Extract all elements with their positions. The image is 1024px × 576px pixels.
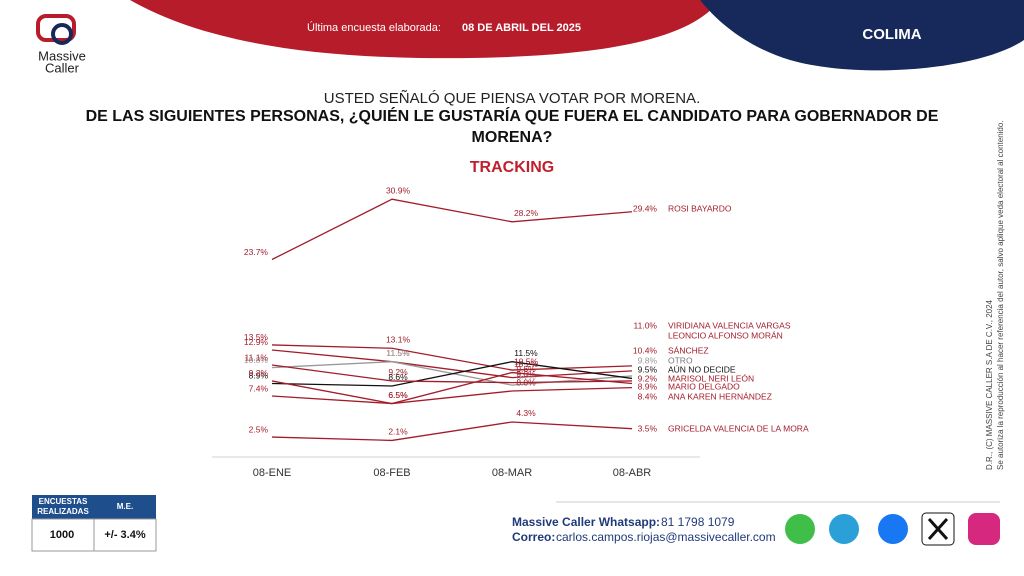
data-label: 9.2% <box>388 367 408 377</box>
data-label: 3.5% <box>638 423 658 433</box>
data-label: 4.3% <box>516 408 536 418</box>
data-label: 10.2% <box>514 359 539 369</box>
facebook-icon[interactable] <box>878 514 908 544</box>
logo-text: Caller <box>45 60 80 75</box>
x-glyph <box>927 517 949 541</box>
series-name: ANA KAREN HERNÁNDEZ <box>668 391 772 401</box>
side-note-line: D.R., (C) MASSIVE CALLER S.A DE C.V., 20… <box>985 299 994 470</box>
series-name: LEONCIO ALFONSO MORÁN <box>668 330 783 340</box>
chart-title: DE LAS SIGUIENTES PERSONAS, ¿QUIÉN LE GU… <box>85 108 939 146</box>
x-tick-label: 08-ENE <box>253 467 292 479</box>
tracking-label: TRACKING <box>470 159 554 176</box>
state: COLIMA <box>862 26 921 43</box>
logo-text: Massive <box>38 48 86 63</box>
contact-label: Correo: <box>512 530 555 544</box>
header-band-blue <box>700 0 1024 71</box>
data-label: 2.1% <box>388 427 408 437</box>
series-name: AÚN NO DECIDE <box>668 364 736 374</box>
side-note: D.R., (C) MASSIVE CALLER S.A DE C.V., 20… <box>985 120 1005 470</box>
data-label: 9.2% <box>638 373 658 383</box>
data-label: 12.9% <box>244 337 269 347</box>
data-label: 6.5% <box>388 390 408 400</box>
contact-value: carlos.campos.riojas@massivecaller.com <box>556 530 776 544</box>
data-label: 10.4% <box>633 345 658 355</box>
data-label: 11.1% <box>245 352 269 362</box>
series-line <box>271 361 633 387</box>
data-label: 11.5% <box>386 348 410 358</box>
side-note-line: Se autoriza la reproducción al hacer ref… <box>996 120 1005 470</box>
series-line <box>271 344 633 371</box>
data-label: 8.9% <box>638 381 658 391</box>
header-date: 08 DE ABRIL DEL 2025 <box>462 22 581 34</box>
x-tick-label: 08-FEB <box>373 467 410 479</box>
series-line <box>271 387 633 405</box>
title-box: DE LAS SIGUIENTES PERSONAS, ¿QUIÉN LE GU… <box>85 108 939 146</box>
data-label: 8.6% <box>388 372 408 382</box>
table-header-bg <box>32 495 156 519</box>
x-tick-label: 08-MAR <box>492 467 532 479</box>
series-name: MARISOL NERI LEÓN <box>668 373 754 383</box>
logo: Massive Caller <box>36 14 86 75</box>
data-label: 10.5% <box>514 356 539 366</box>
data-label: 11.5% <box>386 348 410 358</box>
data-label: 9.6% <box>516 364 536 374</box>
data-label: 2.5% <box>249 424 269 434</box>
series-name: ROSI BAYARDO <box>668 203 732 213</box>
table-cell: +/- 3.4% <box>104 529 145 541</box>
series-line <box>271 349 633 379</box>
data-label: 13.1% <box>386 335 411 345</box>
header-note: Última encuesta elaborada: <box>307 21 441 34</box>
data-label: 10.8% <box>244 355 269 365</box>
data-label: 6.5% <box>388 390 408 400</box>
table-cell: ENCUESTAS REALIZADAS <box>37 497 89 516</box>
telegram-icon[interactable] <box>829 514 859 544</box>
data-label: 11.5% <box>514 348 538 358</box>
whatsapp-icon[interactable] <box>785 514 815 544</box>
table-cell: 1000 <box>50 529 74 541</box>
series-name: MARIO DELGADO <box>668 381 740 391</box>
contact-label: Massive Caller Whatsapp: <box>512 515 660 529</box>
data-label: 7.4% <box>249 383 269 393</box>
data-label: 11.0% <box>634 320 658 330</box>
data-label: 9.5% <box>638 364 658 374</box>
series-name: VIRIDIANA VALENCIA VARGAS <box>668 320 791 330</box>
table-header: ENCUESTAS REALIZADAS <box>37 497 89 516</box>
data-label: 9.2% <box>249 368 269 378</box>
data-label: 8.7% <box>516 371 536 381</box>
data-label: 30.9% <box>386 185 411 195</box>
series-line <box>271 421 633 442</box>
data-label: 28.2% <box>514 208 539 218</box>
series-name: GRICELDA VALENCIA DE LA MORA <box>668 423 809 433</box>
data-label: 8.4% <box>638 391 658 401</box>
instagram-icon[interactable] <box>968 513 1000 545</box>
data-label: 8.9% <box>249 371 269 381</box>
data-label: 29.4% <box>633 203 658 213</box>
series-line <box>271 364 633 384</box>
data-label: 8.0% <box>516 377 536 387</box>
series-name: OTRO <box>668 355 693 365</box>
header-band <box>130 0 720 59</box>
contact-value: 81 1798 1079 <box>661 515 735 529</box>
x-tick-label: 08-ABR <box>613 467 652 479</box>
series-line <box>271 198 633 261</box>
subtitle: USTED SEÑALÓ QUE PIENSA VOTAR POR MORENA… <box>324 90 700 107</box>
table-header: M.E. <box>117 502 133 511</box>
data-label: 13.5% <box>244 332 269 342</box>
data-label: 9.8% <box>638 355 658 365</box>
data-label: 23.7% <box>244 247 269 257</box>
series-name: SÁNCHEZ <box>668 345 709 355</box>
series-line <box>271 371 633 405</box>
